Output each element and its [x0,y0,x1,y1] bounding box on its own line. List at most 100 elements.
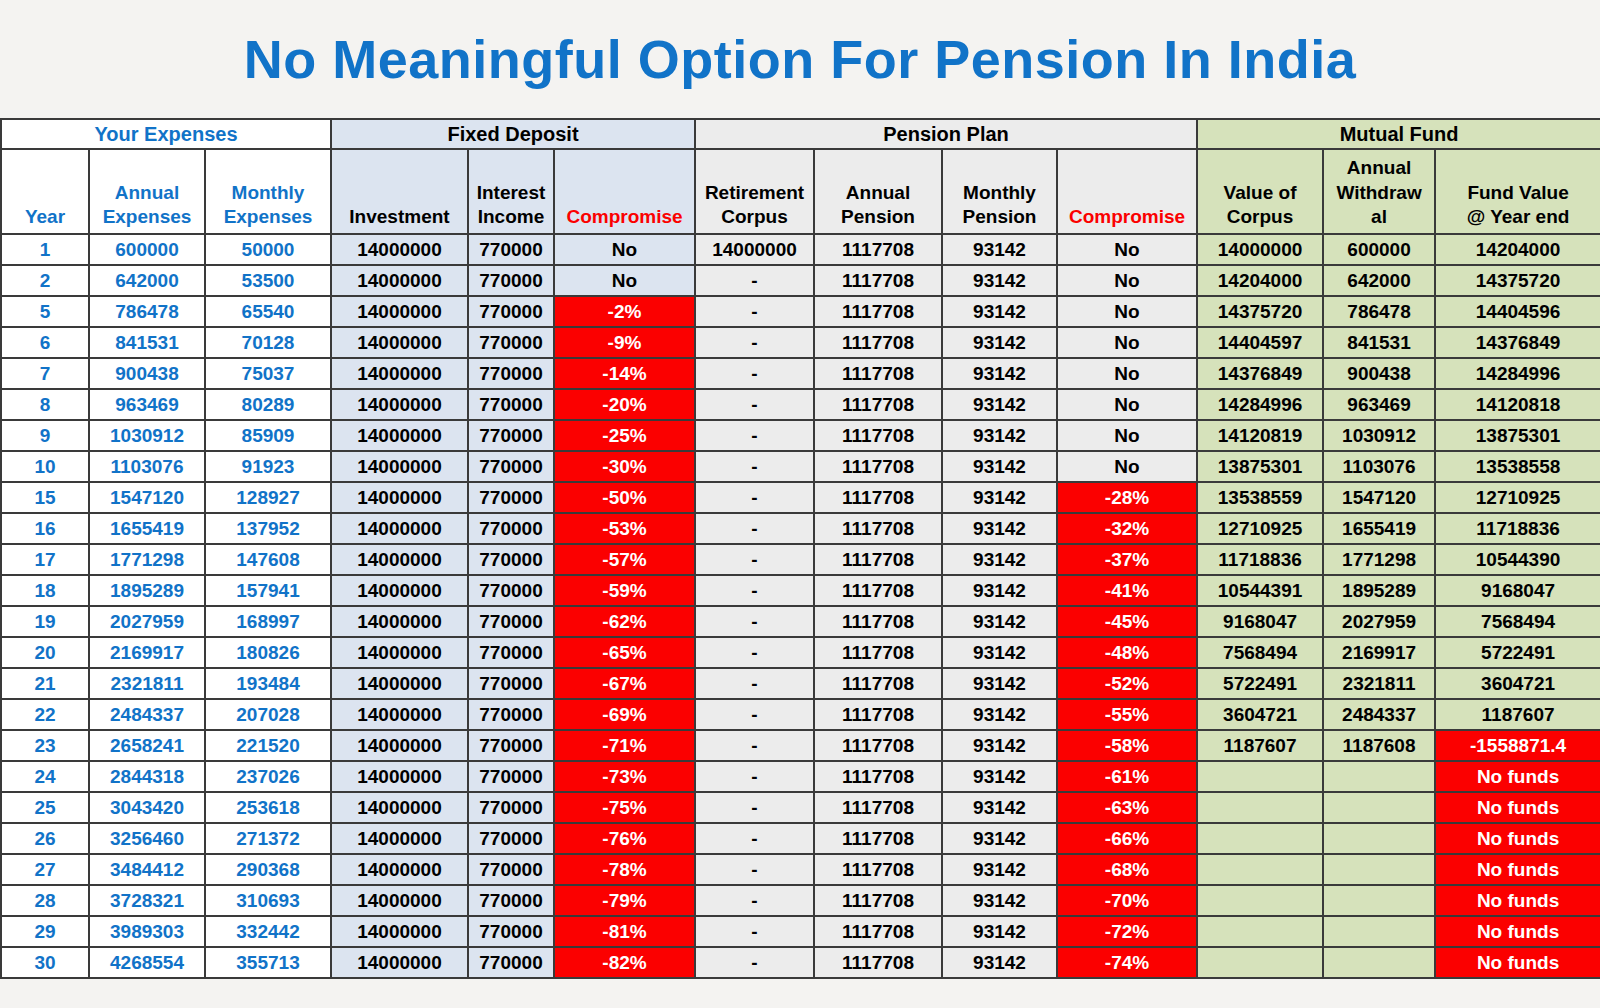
cell-pp-retirement-corpus: - [695,265,814,296]
table-row: 24284431823702614000000770000-73%-111770… [1,761,1600,792]
cell-mf-annual-withdrawal: 2027959 [1323,606,1435,637]
cell-mf-annual-withdrawal: 2321811 [1323,668,1435,699]
cell-pp-retirement-corpus: - [695,916,814,947]
table-row: 15154712012892714000000770000-50%-111770… [1,482,1600,513]
cell-monthly-expenses: 137952 [205,513,331,544]
cell-mf-value-of-corpus: 5722491 [1197,668,1323,699]
cell-fd-interest-income: 770000 [468,792,554,823]
cell-pp-compromise: -52% [1057,668,1197,699]
cell-mf-fund-value: 11718836 [1435,513,1600,544]
cell-mf-value-of-corpus: 13875301 [1197,451,1323,482]
cell-year: 9 [1,420,89,451]
cell-mf-fund-value: 14376849 [1435,327,1600,358]
col-header-year: Year [1,149,89,234]
group-pension-plan: Pension Plan [695,119,1197,149]
cell-pp-annual-pension: 1117708 [814,761,942,792]
cell-pp-compromise: No [1057,451,1197,482]
cell-fd-compromise: -9% [554,327,695,358]
col-header-annual-pension: Annual Pension [814,149,942,234]
cell-mf-value-of-corpus [1197,792,1323,823]
cell-pp-annual-pension: 1117708 [814,730,942,761]
cell-fd-interest-income: 770000 [468,296,554,327]
cell-annual-expenses: 1895289 [89,575,205,606]
cell-pp-compromise: No [1057,327,1197,358]
cell-pp-annual-pension: 1117708 [814,854,942,885]
cell-fd-interest-income: 770000 [468,916,554,947]
cell-mf-value-of-corpus [1197,947,1323,978]
cell-fd-compromise: -53% [554,513,695,544]
cell-pp-retirement-corpus: - [695,637,814,668]
cell-monthly-expenses: 80289 [205,389,331,420]
cell-pp-monthly-pension: 93142 [942,296,1057,327]
cell-mf-fund-value: No funds [1435,885,1600,916]
cell-fd-interest-income: 770000 [468,699,554,730]
cell-year: 20 [1,637,89,668]
cell-mf-annual-withdrawal: 1547120 [1323,482,1435,513]
cell-annual-expenses: 3043420 [89,792,205,823]
group-header-row: Your Expenses Fixed Deposit Pension Plan… [1,119,1600,149]
cell-pp-compromise: -48% [1057,637,1197,668]
cell-pp-compromise: -74% [1057,947,1197,978]
cell-fd-investment: 14000000 [331,823,468,854]
cell-annual-expenses: 3484412 [89,854,205,885]
cell-fd-compromise: -78% [554,854,695,885]
cell-fd-compromise: No [554,234,695,265]
cell-pp-annual-pension: 1117708 [814,234,942,265]
cell-pp-annual-pension: 1117708 [814,916,942,947]
cell-pp-monthly-pension: 93142 [942,792,1057,823]
cell-pp-monthly-pension: 93142 [942,699,1057,730]
cell-mf-annual-withdrawal: 600000 [1323,234,1435,265]
cell-pp-retirement-corpus: - [695,513,814,544]
page-title: No Meaningful Option For Pension In Indi… [244,28,1356,90]
cell-mf-fund-value: No funds [1435,947,1600,978]
cell-fd-investment: 14000000 [331,699,468,730]
cell-annual-expenses: 2027959 [89,606,205,637]
cell-mf-value-of-corpus: 14204000 [1197,265,1323,296]
cell-pp-compromise: -63% [1057,792,1197,823]
cell-pp-annual-pension: 1117708 [814,513,942,544]
col-header-fund-value-year-end: Fund Value @ Year end [1435,149,1600,234]
cell-fd-investment: 14000000 [331,296,468,327]
cell-fd-interest-income: 770000 [468,482,554,513]
cell-fd-investment: 14000000 [331,234,468,265]
cell-mf-fund-value: 14375720 [1435,265,1600,296]
cell-mf-fund-value: No funds [1435,792,1600,823]
col-header-investment: Investment [331,149,468,234]
column-header-row: Year Annual Expenses Monthly Expenses In… [1,149,1600,234]
cell-fd-investment: 14000000 [331,916,468,947]
cell-year: 19 [1,606,89,637]
cell-fd-investment: 14000000 [331,544,468,575]
table-row: 57864786554014000000770000-2%-1117708931… [1,296,1600,327]
cell-monthly-expenses: 85909 [205,420,331,451]
cell-pp-annual-pension: 1117708 [814,265,942,296]
cell-fd-compromise: -25% [554,420,695,451]
cell-mf-value-of-corpus: 12710925 [1197,513,1323,544]
cell-monthly-expenses: 50000 [205,234,331,265]
cell-mf-fund-value: 9168047 [1435,575,1600,606]
cell-mf-fund-value: 14404596 [1435,296,1600,327]
table-row: 27348441229036814000000770000-78%-111770… [1,854,1600,885]
cell-year: 5 [1,296,89,327]
cell-mf-fund-value: 14204000 [1435,234,1600,265]
table-row: 89634698028914000000770000-20%-111770893… [1,389,1600,420]
cell-pp-compromise: -61% [1057,761,1197,792]
cell-year: 28 [1,885,89,916]
cell-pp-compromise: -72% [1057,916,1197,947]
cell-year: 16 [1,513,89,544]
cell-mf-annual-withdrawal: 2169917 [1323,637,1435,668]
cell-mf-fund-value: -1558871.4 [1435,730,1600,761]
cell-mf-fund-value: 13875301 [1435,420,1600,451]
table-body: 16000005000014000000770000No140000001117… [1,234,1600,978]
cell-annual-expenses: 786478 [89,296,205,327]
cell-fd-compromise: -30% [554,451,695,482]
cell-fd-interest-income: 770000 [468,265,554,296]
pension-comparison-table: Your Expenses Fixed Deposit Pension Plan… [0,118,1600,979]
cell-fd-investment: 14000000 [331,265,468,296]
table-row: 18189528915794114000000770000-59%-111770… [1,575,1600,606]
cell-mf-annual-withdrawal: 1187608 [1323,730,1435,761]
cell-annual-expenses: 900438 [89,358,205,389]
cell-year: 2 [1,265,89,296]
cell-pp-monthly-pension: 93142 [942,513,1057,544]
cell-year: 21 [1,668,89,699]
cell-annual-expenses: 1655419 [89,513,205,544]
